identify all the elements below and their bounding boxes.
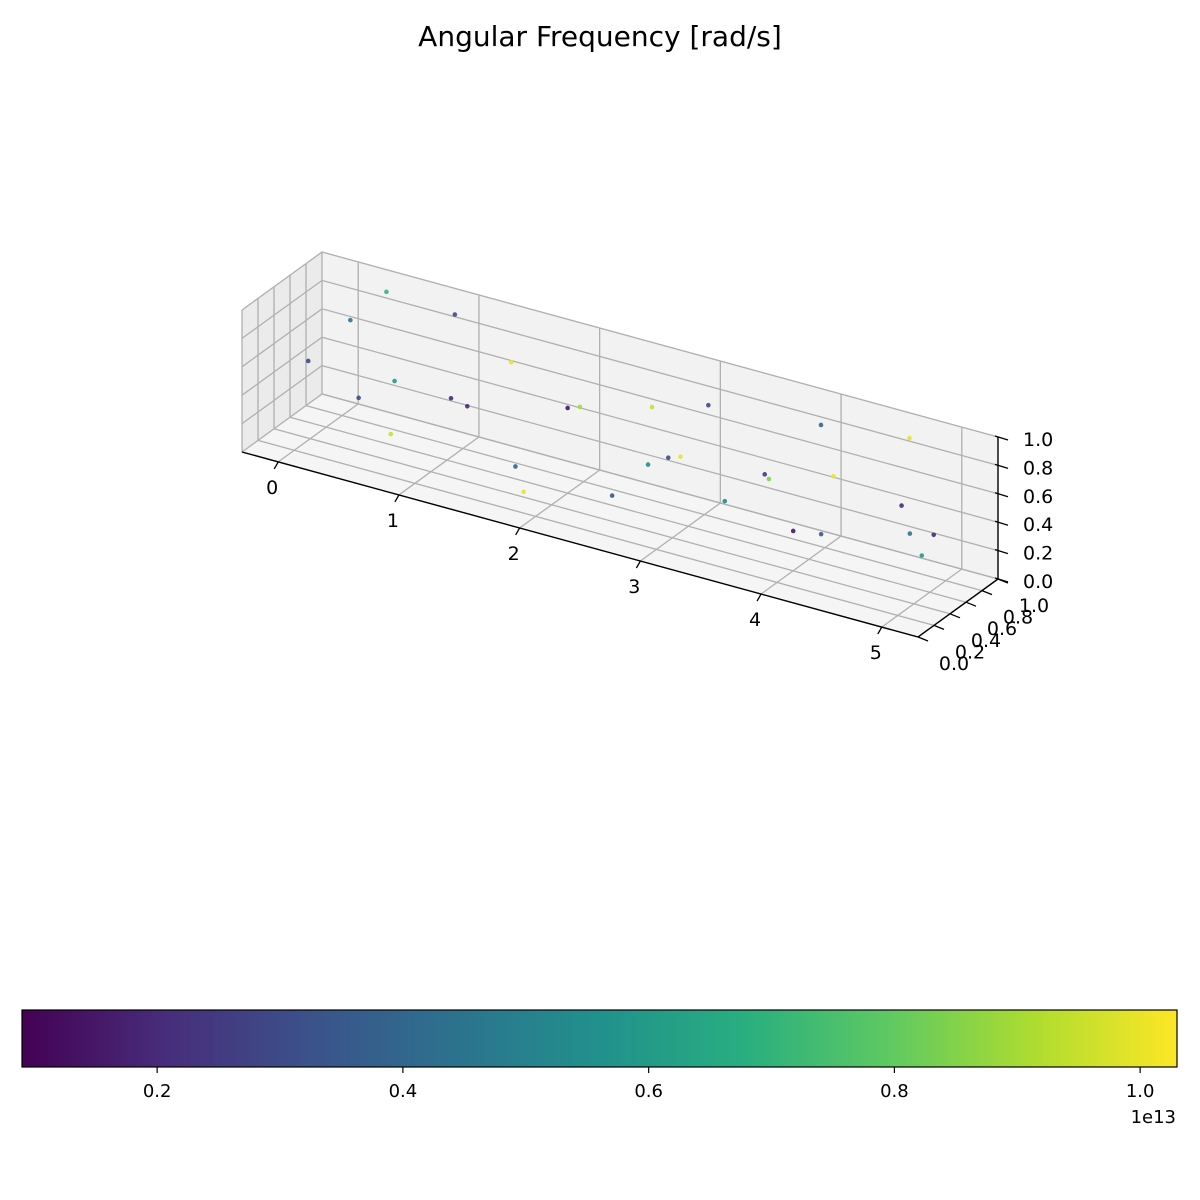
data-point bbox=[931, 532, 937, 538]
y-tick bbox=[965, 601, 977, 607]
z-gridline bbox=[241, 251, 999, 438]
z-gridline bbox=[241, 308, 999, 495]
y-tick-label: 0.8 bbox=[1003, 607, 1033, 629]
axis-lines bbox=[241, 437, 999, 638]
data-point bbox=[762, 472, 768, 477]
z-tick bbox=[994, 492, 1009, 498]
data-point bbox=[609, 493, 615, 498]
z-tick-label: 0.4 bbox=[1023, 514, 1053, 536]
data-point bbox=[649, 404, 655, 410]
chart-title: Angular Frequency [rad/s] bbox=[418, 20, 782, 53]
data-point bbox=[577, 404, 583, 410]
x-tick bbox=[877, 626, 883, 635]
data-point bbox=[722, 498, 728, 504]
data-point bbox=[818, 422, 824, 428]
z-tick bbox=[994, 548, 1009, 555]
z-tick bbox=[994, 435, 1009, 441]
x-tick-label: 2 bbox=[508, 543, 520, 565]
z-tick-label: 0.0 bbox=[1023, 571, 1053, 593]
y-axis-line bbox=[917, 578, 999, 638]
scatter-points bbox=[305, 289, 937, 558]
colorbar-gradient bbox=[21, 1009, 1178, 1068]
y-tick-label: 0.0 bbox=[939, 653, 969, 675]
data-point bbox=[919, 553, 925, 558]
data-point bbox=[464, 403, 470, 409]
z-tick-label: 0.2 bbox=[1023, 543, 1053, 565]
data-point bbox=[665, 455, 671, 461]
colorbar-offset-label: 1e13 bbox=[1131, 1107, 1176, 1128]
data-point bbox=[831, 473, 836, 479]
colorbar-tick-label: 0.2 bbox=[143, 1081, 172, 1102]
colorbar-tick-label: 0.4 bbox=[389, 1081, 418, 1102]
data-point bbox=[565, 405, 570, 411]
data-point bbox=[384, 289, 389, 295]
x-tick-label: 3 bbox=[628, 576, 640, 598]
colorbar-tick-label: 0.6 bbox=[634, 1081, 663, 1102]
x-axis-line bbox=[241, 451, 919, 638]
y-tick bbox=[933, 624, 945, 631]
z-tick bbox=[994, 520, 1009, 526]
z-tick-label: 1.0 bbox=[1023, 429, 1053, 451]
y-tick-label: 0.4 bbox=[971, 630, 1001, 652]
x-tick-label: 0 bbox=[266, 477, 278, 499]
colorbar-ticks: 0.2 0.4 0.6 0.8 1.0 bbox=[143, 1067, 1155, 1102]
y-tick-label: 1.0 bbox=[1019, 595, 1049, 617]
data-point bbox=[513, 464, 518, 469]
data-point bbox=[452, 312, 458, 317]
z-tick bbox=[994, 577, 1009, 583]
z-gridline bbox=[241, 279, 999, 467]
data-point bbox=[356, 395, 361, 401]
x-tick bbox=[756, 593, 762, 602]
z-gridline bbox=[241, 364, 999, 552]
x-tick-label: 4 bbox=[749, 609, 761, 631]
data-point bbox=[790, 528, 796, 534]
z-gridline bbox=[241, 336, 999, 523]
y-tick-label: 0.2 bbox=[955, 641, 985, 663]
x-tick bbox=[515, 527, 521, 536]
data-point bbox=[766, 476, 772, 482]
data-point bbox=[678, 454, 683, 459]
z-tick-label: 0.8 bbox=[1023, 457, 1053, 479]
z-tick bbox=[994, 463, 1009, 470]
y-tick-label: 0.6 bbox=[987, 618, 1017, 640]
y-tick bbox=[981, 589, 993, 596]
data-point bbox=[348, 317, 353, 323]
y-tick bbox=[917, 636, 929, 642]
colorbar-tick-label: 0.8 bbox=[880, 1081, 909, 1102]
data-point bbox=[907, 531, 913, 536]
tick-marks bbox=[273, 435, 1009, 642]
z-tick-label: 0.6 bbox=[1023, 486, 1053, 508]
data-point bbox=[907, 435, 912, 441]
x-tick bbox=[394, 494, 400, 503]
colorbar: 0.2 0.4 0.6 0.8 1.0 1e13 bbox=[21, 1009, 1178, 1128]
data-point bbox=[388, 431, 394, 437]
data-point bbox=[899, 503, 904, 508]
data-point bbox=[645, 462, 651, 467]
y-tick bbox=[949, 613, 961, 619]
x-tick bbox=[635, 560, 641, 569]
data-point bbox=[706, 402, 711, 408]
data-point bbox=[392, 378, 397, 384]
data-point bbox=[448, 395, 454, 401]
x-tick-label: 1 bbox=[387, 510, 399, 532]
axes-panes bbox=[240, 251, 1000, 638]
x-tick-label: 5 bbox=[870, 642, 882, 664]
data-point bbox=[818, 531, 824, 537]
x-tick bbox=[273, 461, 279, 470]
data-point bbox=[305, 358, 311, 364]
data-point bbox=[508, 360, 514, 365]
colorbar-tick-label: 1.0 bbox=[1126, 1081, 1155, 1102]
z-gridline bbox=[241, 393, 999, 580]
data-point bbox=[521, 489, 526, 495]
